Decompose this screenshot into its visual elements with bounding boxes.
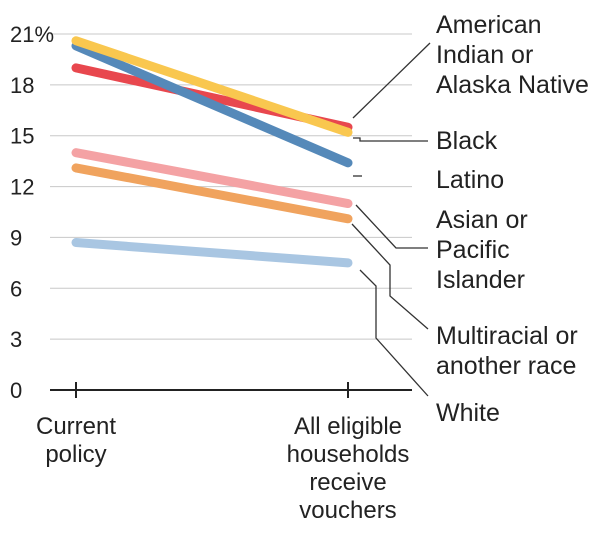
series-label-american-indian-or-alaska-native: American Indian or Alaska Native — [436, 11, 589, 99]
x-category-label: Current policy — [36, 413, 116, 468]
x-axis: Current policy All eligible households recei… — [36, 382, 412, 524]
x-category-label: All eligible households receive vouchers — [287, 413, 410, 524]
x-category-line: vouchers — [299, 497, 396, 524]
series-label-line: Alaska Native — [436, 71, 589, 99]
series-label-multiracial-or-another-race: Multiracial or another race — [436, 322, 578, 380]
series-line-latino — [76, 46, 348, 163]
gridlines — [50, 34, 412, 339]
leader-line — [356, 205, 428, 248]
leader-line — [353, 43, 430, 118]
y-tick-label: 9 — [10, 225, 22, 250]
series-label-line: Asian or — [436, 206, 528, 234]
y-tick-label: 0 — [10, 378, 22, 403]
series-line-white — [76, 243, 348, 263]
series-label-line: Black — [436, 127, 498, 155]
x-category-line: policy — [45, 441, 106, 468]
series-label-asian-or-pacific-islander: Asian or Pacific Islander — [436, 206, 528, 294]
x-category-line: All eligible — [294, 413, 402, 440]
y-tick-label: 18 — [10, 73, 34, 98]
series-label-line: American — [436, 11, 542, 39]
series-labels: American Indian or Alaska Native Latino Blac… — [436, 11, 589, 427]
series-label-line: Latino — [436, 166, 504, 194]
leader-line — [360, 270, 428, 396]
x-category-line: households — [287, 441, 410, 468]
y-tick-label: 12 — [10, 175, 34, 200]
y-axis-ticks: 0 3 6 9 12 15 18 21% — [10, 22, 54, 403]
series-label-latino: Latino — [436, 166, 504, 194]
series-label-line: Islander — [436, 266, 525, 294]
series-label-line: Multiracial or — [436, 322, 578, 350]
y-tick-label: 6 — [10, 276, 22, 301]
y-tick-label: 15 — [10, 124, 34, 149]
leader-line — [352, 224, 428, 329]
series-label-line: another race — [436, 352, 576, 380]
series-label-line: Pacific — [436, 236, 510, 264]
leader-line — [353, 138, 428, 141]
series-label-line: Indian or — [436, 41, 533, 69]
series-label-white: White — [436, 399, 500, 427]
x-category-line: Current — [36, 413, 116, 440]
series-label-line: White — [436, 399, 500, 427]
series-line-black — [76, 41, 348, 133]
series-lines — [76, 41, 348, 263]
y-tick-label: 3 — [10, 327, 22, 352]
x-category-line: receive — [309, 469, 386, 496]
y-tick-label: 21% — [10, 22, 54, 47]
label-leader-lines — [352, 43, 430, 396]
series-label-black: Black — [436, 127, 498, 155]
